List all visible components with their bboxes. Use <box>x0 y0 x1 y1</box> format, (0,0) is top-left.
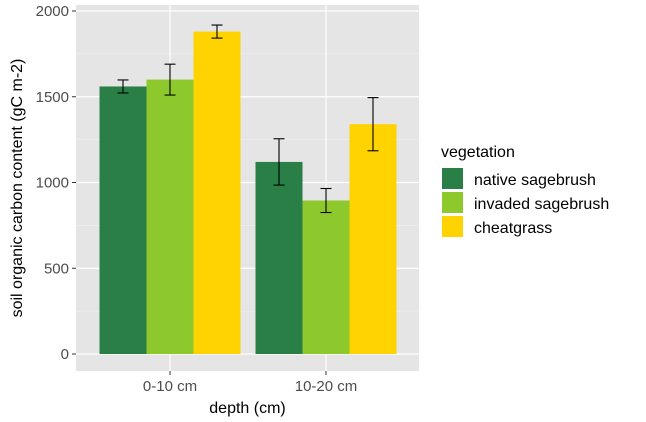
y-tick-label: 0 <box>61 346 69 363</box>
y-tick-label: 2000 <box>36 3 69 20</box>
bar-native-sagebrush-10-20-cm <box>255 161 303 354</box>
x-tick-label: 10-20 cm <box>295 378 358 395</box>
legend-title: vegetation <box>441 144 515 161</box>
y-tick-label: 500 <box>44 260 69 277</box>
error-bar-invaded-sagebrush-10-20-cm <box>320 187 332 214</box>
error-bar-native-sagebrush-10-20-cm <box>273 138 285 186</box>
y-tick-label: 1000 <box>36 175 69 192</box>
legend-item-cheatgrass: cheatgrass <box>442 216 552 237</box>
legend-key-native-sagebrush <box>442 168 463 189</box>
error-bar-invaded-sagebrush-0-10-cm <box>164 63 176 96</box>
legend-label-invaded-sagebrush: invaded sagebrush <box>474 196 609 213</box>
bar-native-sagebrush-0-10-cm <box>99 86 147 355</box>
y-tick-label: 1500 <box>36 89 69 106</box>
bar-cheatgrass-0-10-cm <box>193 31 241 355</box>
legend-item-native-sagebrush: native sagebrush <box>442 168 596 189</box>
y-axis-ticks: 0 500 1000 1500 2000 <box>36 3 76 363</box>
bar-invaded-sagebrush-0-10-cm <box>146 79 194 354</box>
y-axis-title: soil organic carbon content (gC m-2) <box>9 59 26 318</box>
legend: vegetation native sagebrush invaded sage… <box>441 144 609 237</box>
x-axis-ticks: 0-10 cm 10-20 cm <box>143 371 357 395</box>
error-bars <box>117 24 379 214</box>
legend-key-invaded-sagebrush <box>442 192 463 213</box>
bar-invaded-sagebrush-10-20-cm <box>302 200 350 354</box>
x-tick-label: 0-10 cm <box>143 378 197 395</box>
bars <box>99 31 397 355</box>
legend-key-cheatgrass <box>442 216 463 237</box>
x-axis-title: depth (cm) <box>209 400 285 417</box>
legend-label-cheatgrass: cheatgrass <box>474 220 552 237</box>
error-bar-native-sagebrush-0-10-cm <box>117 79 129 94</box>
legend-label-native-sagebrush: native sagebrush <box>474 172 596 189</box>
bar-cheatgrass-10-20-cm <box>349 124 397 354</box>
legend-item-invaded-sagebrush: invaded sagebrush <box>442 192 609 213</box>
error-bar-cheatgrass-0-10-cm <box>211 24 223 39</box>
error-bar-cheatgrass-10-20-cm <box>367 97 379 152</box>
